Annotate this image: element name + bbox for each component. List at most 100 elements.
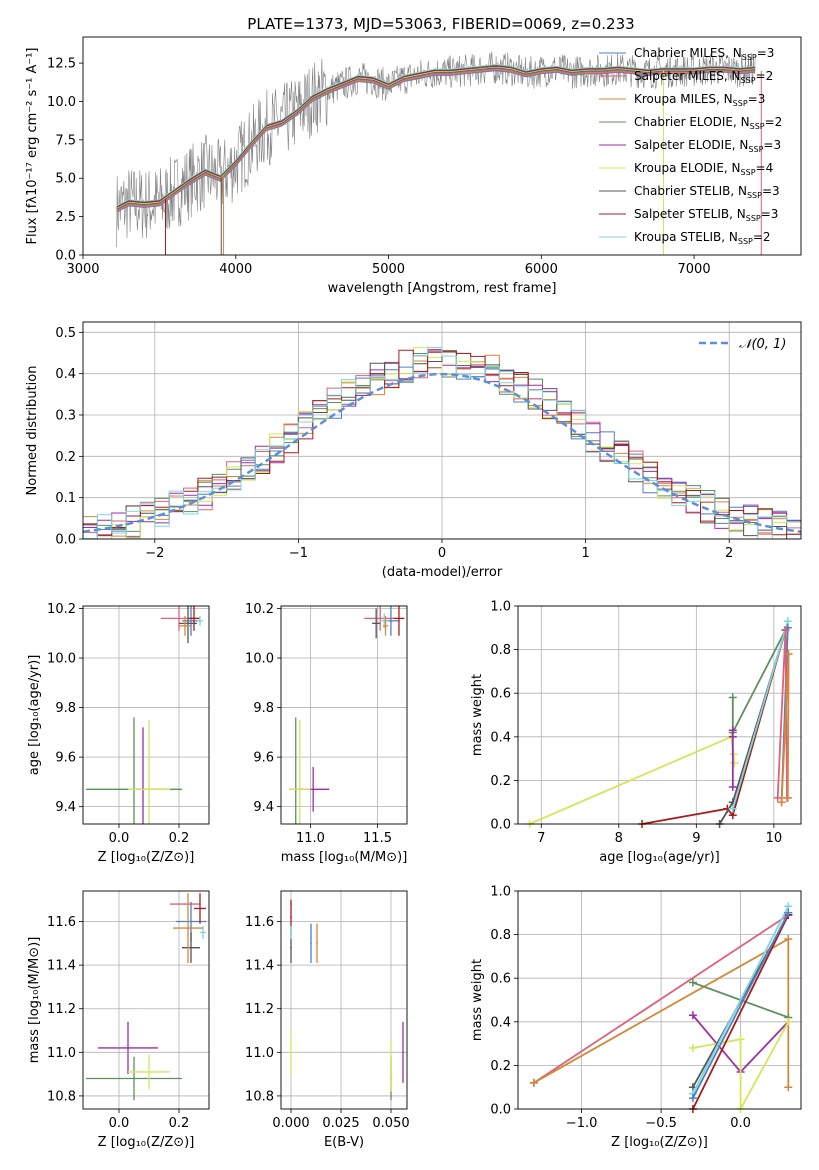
y-tick-label: 9.6: [55, 751, 76, 766]
y-tick-label: 10.2: [245, 602, 274, 617]
weight-series-line: [731, 621, 789, 809]
spectrum-model-line: [116, 66, 756, 209]
axes-frame: [82, 321, 802, 540]
y-tick-label: 10.0: [47, 652, 76, 667]
spectrum-model-line: [116, 64, 756, 207]
plus-marker: [781, 625, 790, 634]
x-tick-label: 11.5: [363, 831, 392, 846]
y-tick-label: 11.0: [47, 1046, 76, 1061]
x-tick-label: 10: [766, 831, 783, 846]
x-tick-label: 0.000: [272, 1116, 309, 1131]
data-point: [375, 622, 377, 625]
data-point: [184, 625, 186, 627]
y-tick-label: 11.6: [245, 915, 274, 930]
x-tick-label: 0.0: [730, 1116, 751, 1131]
legend-entry: Salpeter MILES, NSSP=2: [634, 69, 773, 85]
weight-series-line: [692, 912, 790, 1099]
data-point: [312, 788, 314, 791]
panel-weight-vs-age: 7 8 9 10 0.0 0.2 0.4 0.6 0.8 1.0 age [log₁₀(age/yr…: [470, 600, 802, 865]
y-tick-label: 5.0: [55, 172, 76, 187]
y-tick-label: 0.2: [55, 450, 76, 465]
weight-series-line: [641, 629, 787, 824]
panel-residuals: −2 −1 0 1 2 0.0 0.1 0.2 0.3 0.4 0.5 (data-model)/er…: [25, 321, 802, 580]
panel-age-vs-mass: 11.0 11.5 9.4 9.6 9.8 10.0 10.2 mass [log₁₀(M/M…: [245, 602, 408, 865]
panel-weight-vs-Z: −1.0 −0.5 0.0 0.0 0.2 0.4 0.6 0.8 1.0 Z [log₁₀(Z/…: [470, 885, 802, 1150]
axes-frame: [517, 605, 802, 825]
data-point: [316, 942, 318, 945]
plus-marker: [529, 1078, 538, 1087]
x-tick-label: 0.025: [322, 1116, 359, 1131]
data-point: [202, 931, 204, 934]
x-axis-label: Z [log₁₀(Z/Z⊙)]: [98, 850, 195, 865]
x-axis-label: age [log₁₀(age/yr)]: [599, 850, 720, 865]
x-tick-label: 7: [537, 831, 545, 846]
data-point: [390, 620, 392, 622]
normal-curve: [83, 372, 801, 534]
y-tick-label: 10.2: [47, 602, 76, 617]
x-axis-label: Z [log₁₀(Z/Z⊙)]: [611, 1135, 708, 1150]
x-tick-label: −2: [145, 546, 164, 561]
plus-marker: [728, 732, 737, 741]
plus-marker: [728, 782, 737, 791]
x-tick-label: 0.050: [372, 1116, 409, 1131]
legend-entry: 𝒩(0, 1): [739, 337, 786, 352]
plus-marker: [688, 978, 697, 987]
y-tick-label: 11.2: [245, 1002, 274, 1017]
data-point: [199, 907, 201, 910]
plus-marker: [784, 934, 793, 943]
y-tick-label: 11.4: [245, 959, 274, 974]
plus-marker: [688, 1043, 697, 1052]
y-tick-label: 0.0: [490, 818, 511, 833]
legend-entry: Kroupa MILES, NSSP=3: [634, 92, 765, 108]
data-point: [190, 946, 192, 949]
plus-marker: [783, 793, 792, 802]
data-point: [310, 942, 312, 945]
y-tick-label: 1.0: [490, 885, 511, 900]
plus-marker: [728, 804, 737, 813]
x-axis-label: Z [log₁₀(Z/Z⊙)]: [98, 1135, 195, 1150]
data-point: [398, 617, 400, 620]
axes-frame: [280, 605, 408, 825]
data-point: [127, 1047, 129, 1049]
data-point: [402, 1051, 404, 1054]
x-tick-label: 6000: [525, 262, 558, 277]
x-axis-label: mass [log₁₀(M/M⊙)]: [281, 850, 408, 865]
y-tick-label: 10.0: [245, 652, 274, 667]
residual-histogram: [83, 347, 801, 539]
x-tick-label: −1: [289, 546, 308, 561]
spectrum-model-line: [116, 67, 756, 211]
y-tick-label: 0.0: [55, 249, 76, 264]
plus-marker: [777, 798, 786, 807]
y-tick-label: 9.4: [253, 800, 274, 815]
x-tick-label: 9: [692, 831, 700, 846]
y-axis-label: age [log₁₀(age/yr)]: [27, 655, 42, 776]
y-axis-label: mass weight: [470, 674, 485, 756]
x-axis-label: wavelength [Angstrom, rest frame]: [328, 281, 557, 296]
panel-mass-vs-EBV: 0.000 0.025 0.050 10.8 11.0 11.2 11.4 11.6 E(B-V…: [245, 890, 410, 1150]
spectrum-model-line: [116, 68, 756, 211]
axes-frame: [280, 890, 408, 1110]
y-tick-label: 0.6: [490, 687, 511, 702]
y-tick-label: 10.0: [47, 95, 76, 110]
plus-marker: [728, 693, 737, 702]
panel-mass-vs-Z: 0.0 0.2 10.8 11.0 11.2 11.4 11.6 Z [log₁₀(Z/Z⊙)…: [27, 890, 210, 1150]
y-axis-label: mass [log₁₀(M/M⊙)]: [27, 937, 42, 1064]
plus-marker: [784, 1017, 793, 1026]
y-tick-label: 10.8: [245, 1089, 274, 1104]
y-tick-label: 0.5: [55, 326, 76, 341]
data-point: [290, 946, 292, 949]
data-point: [187, 622, 189, 625]
spectrum-model-line: [116, 64, 756, 208]
figure-title: PLATE=1373, MJD=53063, FIBERID=0069, z=0…: [247, 15, 634, 33]
axes-frame: [82, 36, 802, 256]
legend-entry: Chabrier ELODIE, NSSP=2: [634, 115, 782, 131]
x-tick-label: 7000: [678, 262, 711, 277]
x-tick-label: 0.0: [109, 831, 130, 846]
plus-marker: [784, 908, 793, 917]
y-tick-label: 9.8: [253, 701, 274, 716]
y-tick-label: 0.0: [490, 1103, 511, 1118]
y-tick-label: 0.1: [55, 491, 76, 506]
y-tick-label: 0.2: [490, 1059, 511, 1074]
weight-series-line: [533, 914, 789, 1084]
